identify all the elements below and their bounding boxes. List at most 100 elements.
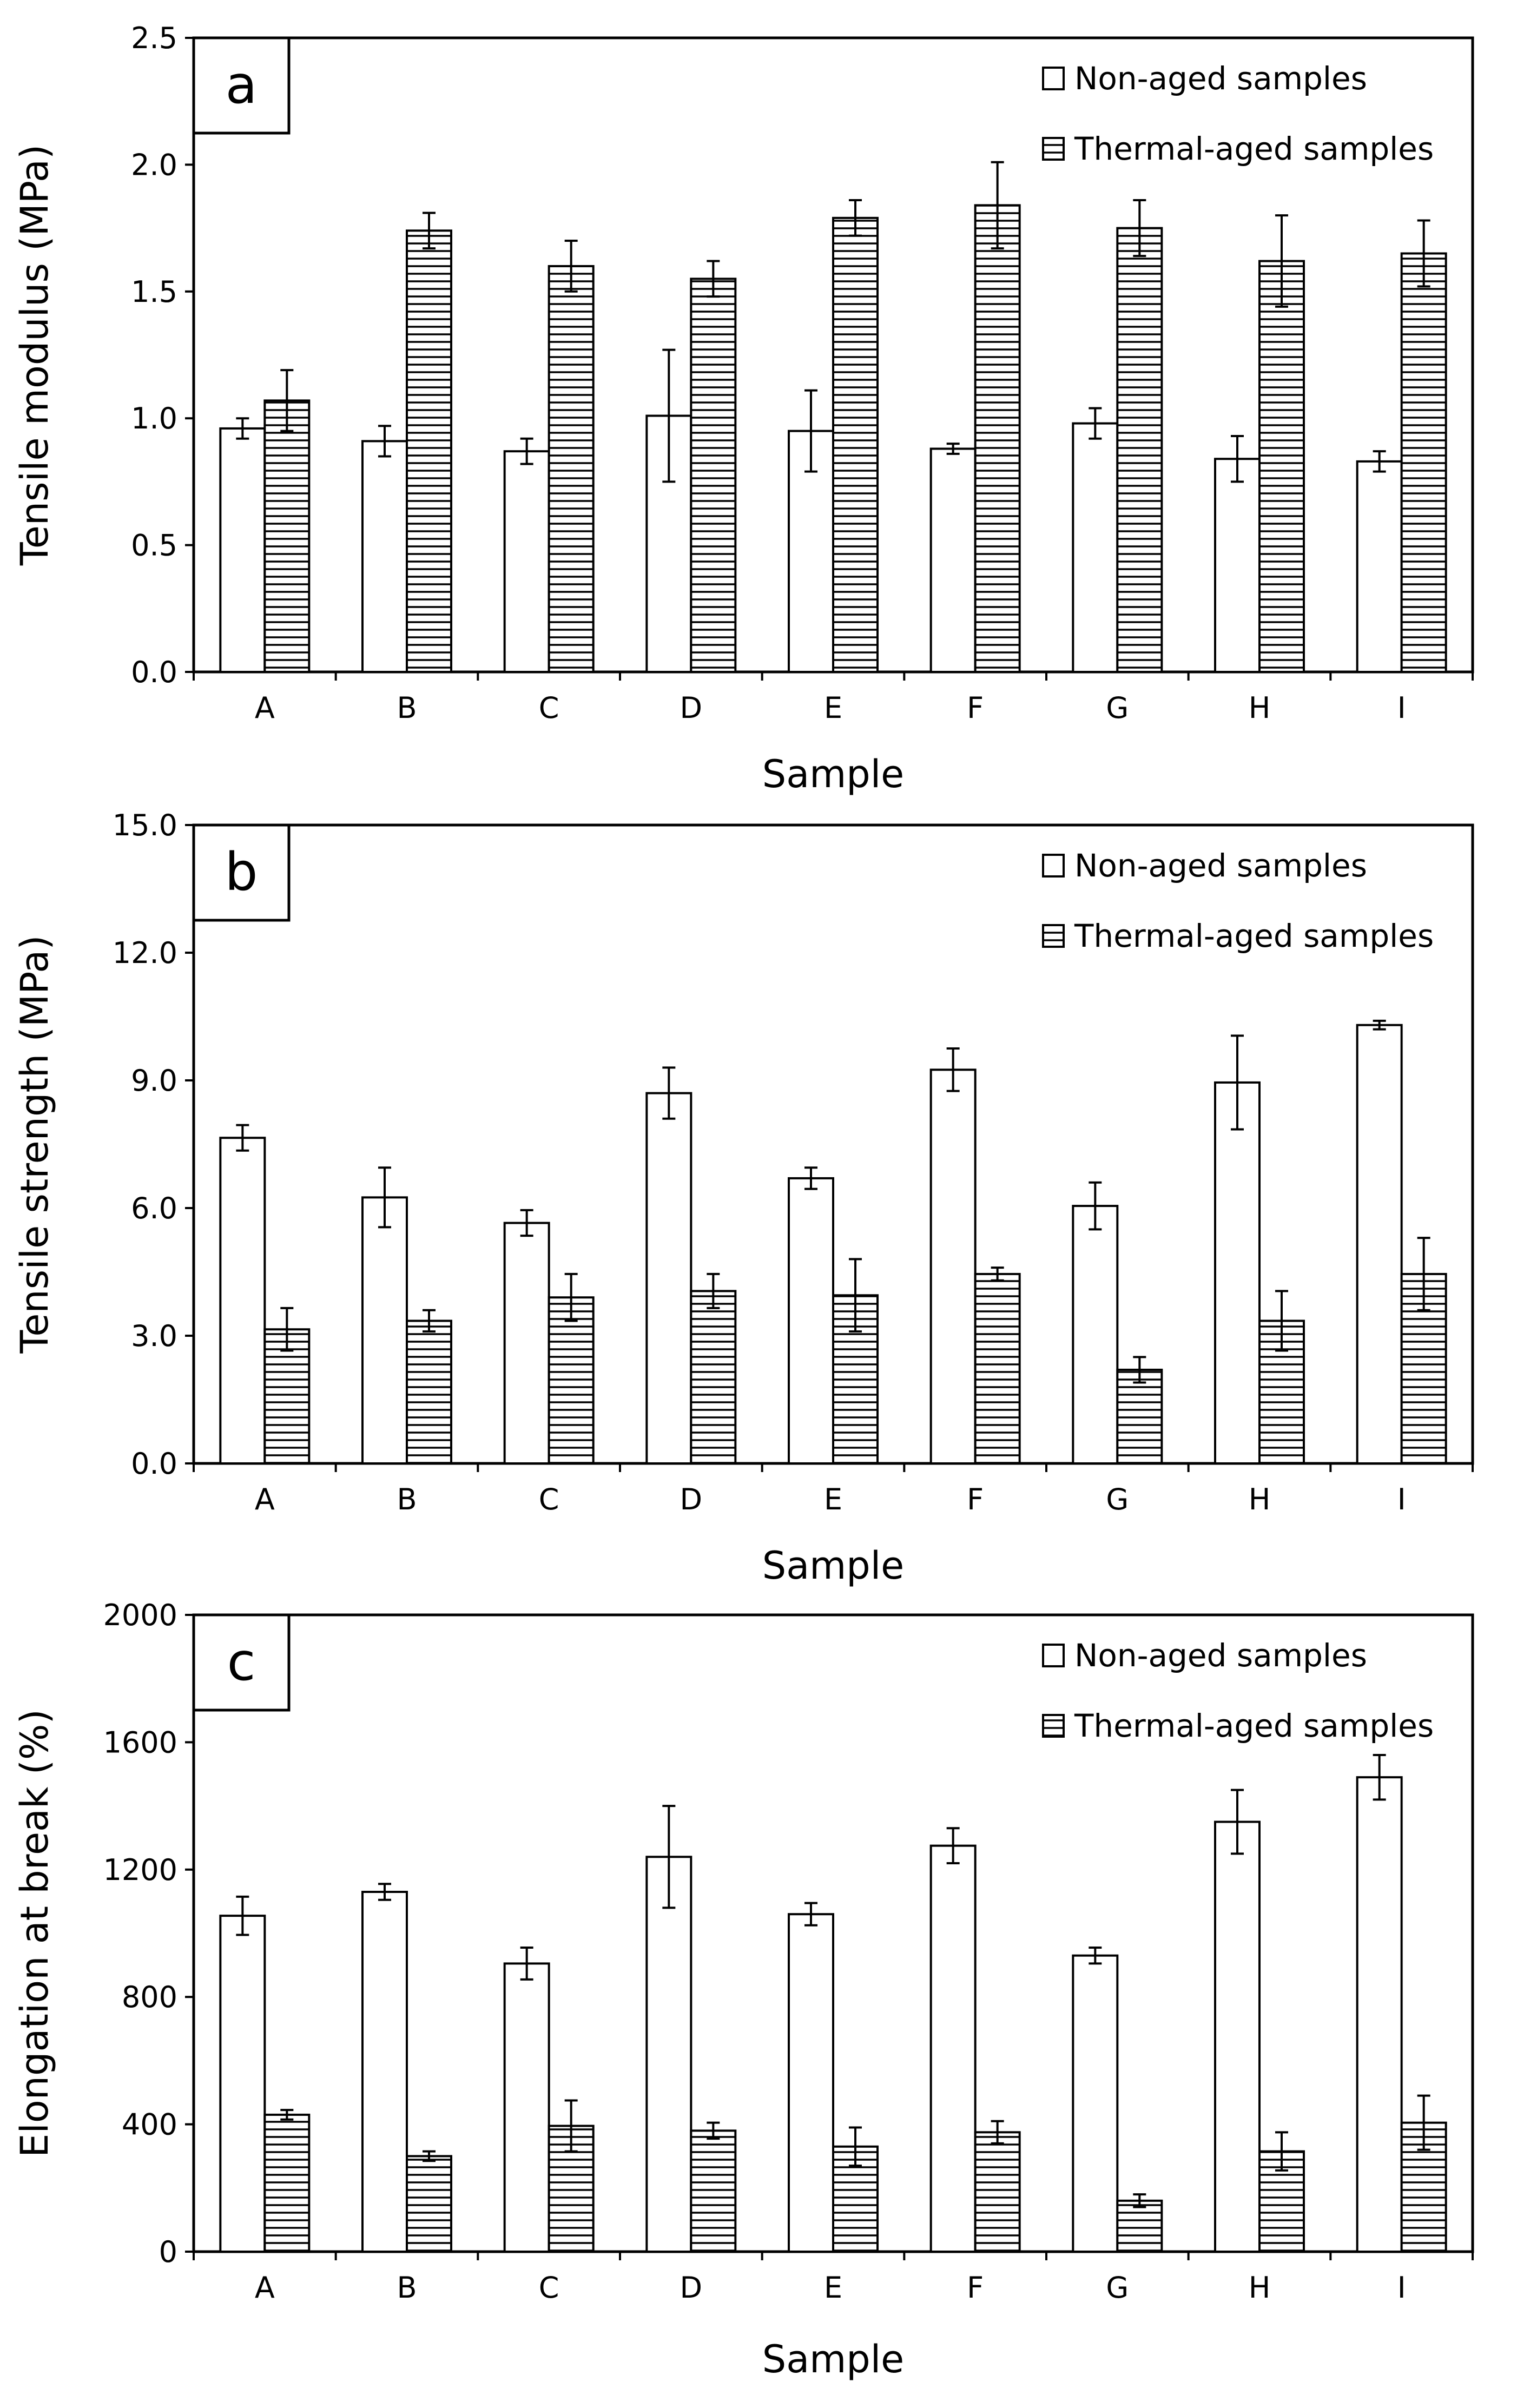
x-tick-label: I bbox=[1397, 2271, 1406, 2305]
legend-label-thermal-aged: Thermal-aged samples bbox=[1074, 918, 1434, 954]
x-tick-label: F bbox=[967, 2271, 984, 2305]
x-tick-label: C bbox=[539, 1482, 559, 1516]
bar-nonaged-A bbox=[219, 427, 266, 674]
bar-nonaged-B bbox=[361, 1890, 408, 2253]
bar-thermal-aged-D bbox=[690, 2129, 737, 2253]
bar-thermal-aged-F bbox=[974, 2131, 1021, 2253]
legend-label-nonaged: Non-aged samples bbox=[1074, 1637, 1367, 1674]
y-tick-label: 0 bbox=[159, 2235, 177, 2269]
x-tick-label: H bbox=[1249, 2271, 1271, 2305]
y-tick-label: 400 bbox=[122, 2108, 177, 2142]
panel-label: a bbox=[226, 55, 258, 115]
bar-nonaged-F bbox=[929, 1068, 977, 1465]
panel-label-box bbox=[192, 1613, 291, 1712]
error-bar bbox=[378, 425, 391, 458]
panel-label-box bbox=[192, 36, 291, 135]
error-bar bbox=[378, 1883, 391, 1901]
error-bar bbox=[1089, 1181, 1102, 1231]
y-tick-label: 0.5 bbox=[131, 529, 177, 563]
bar-nonaged-G bbox=[1072, 1205, 1119, 1464]
error-bar bbox=[423, 212, 436, 250]
error-bar bbox=[662, 348, 676, 483]
bar-thermal-aged-F bbox=[974, 204, 1021, 673]
error-bar bbox=[1089, 407, 1102, 440]
error-bar bbox=[707, 260, 720, 298]
y-tick-label: 12.0 bbox=[113, 936, 177, 970]
error-bar bbox=[423, 1309, 436, 1333]
error-bar bbox=[280, 2109, 294, 2121]
error-bar bbox=[236, 417, 249, 440]
bar-nonaged-I bbox=[1356, 1776, 1403, 2253]
bar-nonaged-E bbox=[788, 1913, 834, 2253]
error-bar bbox=[236, 1124, 249, 1152]
error-bar bbox=[946, 1047, 960, 1092]
error-bar bbox=[520, 1209, 533, 1237]
bar-nonaged-A bbox=[219, 1137, 266, 1464]
y-tick-label: 15.0 bbox=[113, 808, 177, 842]
y-tick-label: 1.0 bbox=[131, 401, 177, 436]
error-bar bbox=[1417, 1237, 1430, 1311]
y-tick-label: 3.0 bbox=[131, 1319, 177, 1353]
error-bar bbox=[991, 161, 1004, 250]
x-tick-label: B bbox=[397, 691, 417, 725]
y-axis-title: Tensile modulus (MPa) bbox=[12, 144, 57, 566]
x-tick-label: C bbox=[539, 2271, 559, 2305]
bar-nonaged-A bbox=[219, 1915, 266, 2253]
error-bar bbox=[849, 1258, 862, 1333]
error-bar bbox=[1231, 435, 1244, 483]
error-bar bbox=[849, 2126, 862, 2167]
error-bar bbox=[1373, 1753, 1386, 1801]
bar-thermal-aged-E bbox=[832, 216, 879, 673]
bar-nonaged-D bbox=[645, 1092, 692, 1464]
bar-thermal-aged-F bbox=[974, 1272, 1021, 1465]
bar-nonaged-F bbox=[929, 1844, 977, 2253]
bar-nonaged-H bbox=[1214, 1081, 1261, 1464]
y-tick-label: 0.0 bbox=[131, 655, 177, 689]
panel-label-box bbox=[192, 823, 291, 922]
bar-nonaged-I bbox=[1356, 460, 1403, 673]
x-tick-label: H bbox=[1249, 691, 1271, 725]
error-bar bbox=[804, 1166, 817, 1190]
error-bar bbox=[1089, 1946, 1102, 1965]
error-bar bbox=[520, 1946, 533, 1981]
legend-swatch-nonaged bbox=[1042, 1644, 1065, 1667]
legend-swatch-nonaged bbox=[1042, 67, 1065, 90]
bar-thermal-aged-B bbox=[406, 1320, 452, 1464]
chart-panel-c: 0 400 800 1200 1600 2000 A B C D E F G H Ic Non-aged sa… bbox=[12, 1598, 1474, 2381]
error-bar bbox=[1275, 214, 1288, 308]
bar-thermal-aged-G bbox=[1116, 1368, 1163, 1465]
x-axis-title: Sample bbox=[762, 2337, 904, 2381]
x-tick-label: E bbox=[824, 2271, 842, 2305]
x-tick-label: F bbox=[967, 691, 984, 725]
error-bar bbox=[1275, 1290, 1288, 1352]
error-bar bbox=[564, 2099, 578, 2153]
error-bar bbox=[662, 1066, 676, 1120]
bar-nonaged-H bbox=[1214, 1820, 1261, 2253]
bar-thermal-aged-I bbox=[1400, 252, 1447, 674]
y-tick-label: 2000 bbox=[103, 1598, 177, 1632]
bar-thermal-aged-B bbox=[406, 2155, 452, 2253]
bar-nonaged-C bbox=[503, 1962, 550, 2253]
legend-label-nonaged: Non-aged samples bbox=[1074, 60, 1367, 97]
error-bar bbox=[280, 369, 294, 432]
chart-panel-b: 0.0 3.0 6.0 9.0 12.0 15.0 A B C D E F G H Ib Non-aged s… bbox=[12, 808, 1474, 1588]
y-tick-label: 2.5 bbox=[131, 21, 177, 55]
bar-thermal-aged-D bbox=[690, 1290, 737, 1464]
bar-nonaged-C bbox=[503, 450, 550, 673]
error-bar bbox=[1417, 219, 1430, 288]
x-tick-label: A bbox=[255, 691, 275, 725]
x-tick-label: C bbox=[539, 691, 559, 725]
legend-label-thermal-aged: Thermal-aged samples bbox=[1074, 130, 1434, 167]
y-tick-label: 1200 bbox=[103, 1853, 177, 1887]
error-bar bbox=[707, 2121, 720, 2140]
error-bar bbox=[1373, 1019, 1386, 1031]
y-tick-label: 6.0 bbox=[131, 1191, 177, 1225]
x-tick-label: D bbox=[680, 2271, 703, 2305]
legend-label-thermal-aged: Thermal-aged samples bbox=[1074, 1707, 1434, 1744]
error-bar bbox=[662, 1805, 676, 1909]
bar-thermal-aged-C bbox=[548, 1296, 595, 1464]
bar-nonaged-C bbox=[503, 1222, 550, 1465]
y-tick-label: 800 bbox=[122, 1980, 177, 2014]
error-bar bbox=[804, 1902, 817, 1927]
y-axis-title: Elongation at break (%) bbox=[12, 1709, 57, 2158]
